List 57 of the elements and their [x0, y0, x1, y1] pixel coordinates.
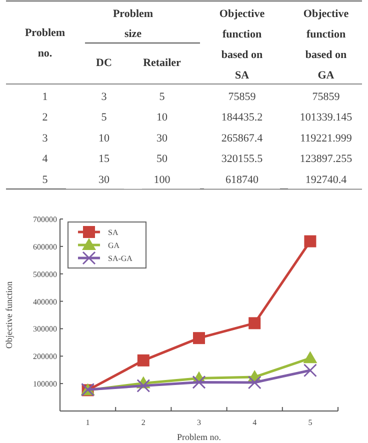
data-label: 265867.4	[221, 132, 264, 144]
data-label: 30	[156, 132, 168, 144]
legend-label: SA-GA	[108, 254, 133, 263]
data-label: 192740.4	[305, 174, 348, 186]
data-label: 50	[156, 153, 168, 166]
y-tick-label: 1	[42, 91, 48, 103]
x-tick-label: Objective function based on SA	[219, 8, 265, 82]
data-label: 184435.2	[221, 112, 263, 124]
data-label: 10	[98, 132, 110, 144]
y-tick-label: 400000	[33, 297, 57, 306]
data-label: 75859	[228, 91, 256, 103]
point	[248, 317, 261, 330]
data-label: 119221.999	[300, 132, 352, 144]
legend-label: GA	[108, 241, 120, 250]
y-tick-label: 300000	[33, 324, 57, 334]
y-tick-label: 4	[42, 153, 48, 166]
y-axis-title: Problem no.	[24, 27, 66, 60]
y-tick-label: 600000	[33, 242, 57, 252]
y-tick-label: 3	[42, 132, 48, 144]
data-label: 15	[98, 153, 110, 166]
x-tick-label: 3	[197, 418, 201, 427]
point	[137, 354, 150, 366]
data-label: 101339.145	[300, 112, 353, 124]
data-label: 5	[159, 91, 166, 103]
y-tick-label: 200000	[33, 352, 57, 362]
x-tick-label: Retailer	[143, 57, 182, 69]
point	[303, 351, 318, 364]
x-tick-label: 5	[308, 418, 312, 427]
data-label: 123897.255	[300, 153, 353, 166]
y-tick-label: 700000	[33, 215, 57, 224]
point	[304, 235, 316, 248]
legend-label: SA	[108, 228, 118, 237]
y-axis-title: Objective function	[4, 280, 14, 349]
x-tick-label: 4	[252, 418, 257, 427]
point	[248, 376, 262, 390]
y-tick-label: 500000	[33, 270, 57, 279]
data-label: 3	[101, 91, 108, 103]
data-label: 10	[156, 112, 168, 124]
point	[192, 375, 206, 389]
y-tick-label: 5	[42, 174, 48, 186]
x-tick-label: Objective function based on GA	[303, 8, 349, 82]
data-label: 618740	[226, 174, 259, 186]
x-axis-title: Problem no.	[177, 432, 221, 442]
y-tick-label: 100000	[33, 380, 57, 389]
x-tick-label: 2	[141, 418, 146, 427]
y-tick-label: 2	[42, 112, 48, 124]
point	[193, 332, 205, 344]
point	[136, 379, 150, 393]
x-tick-label: DC	[96, 57, 112, 69]
data-label: 320155.5	[221, 153, 264, 166]
data-label: 30	[98, 174, 110, 186]
text: Problem size	[112, 8, 154, 40]
point	[303, 364, 317, 378]
data-label: 5	[101, 112, 108, 124]
x-tick-label: 1	[86, 418, 90, 427]
data-label: 75859	[312, 91, 340, 103]
data-label: 100	[154, 174, 171, 186]
